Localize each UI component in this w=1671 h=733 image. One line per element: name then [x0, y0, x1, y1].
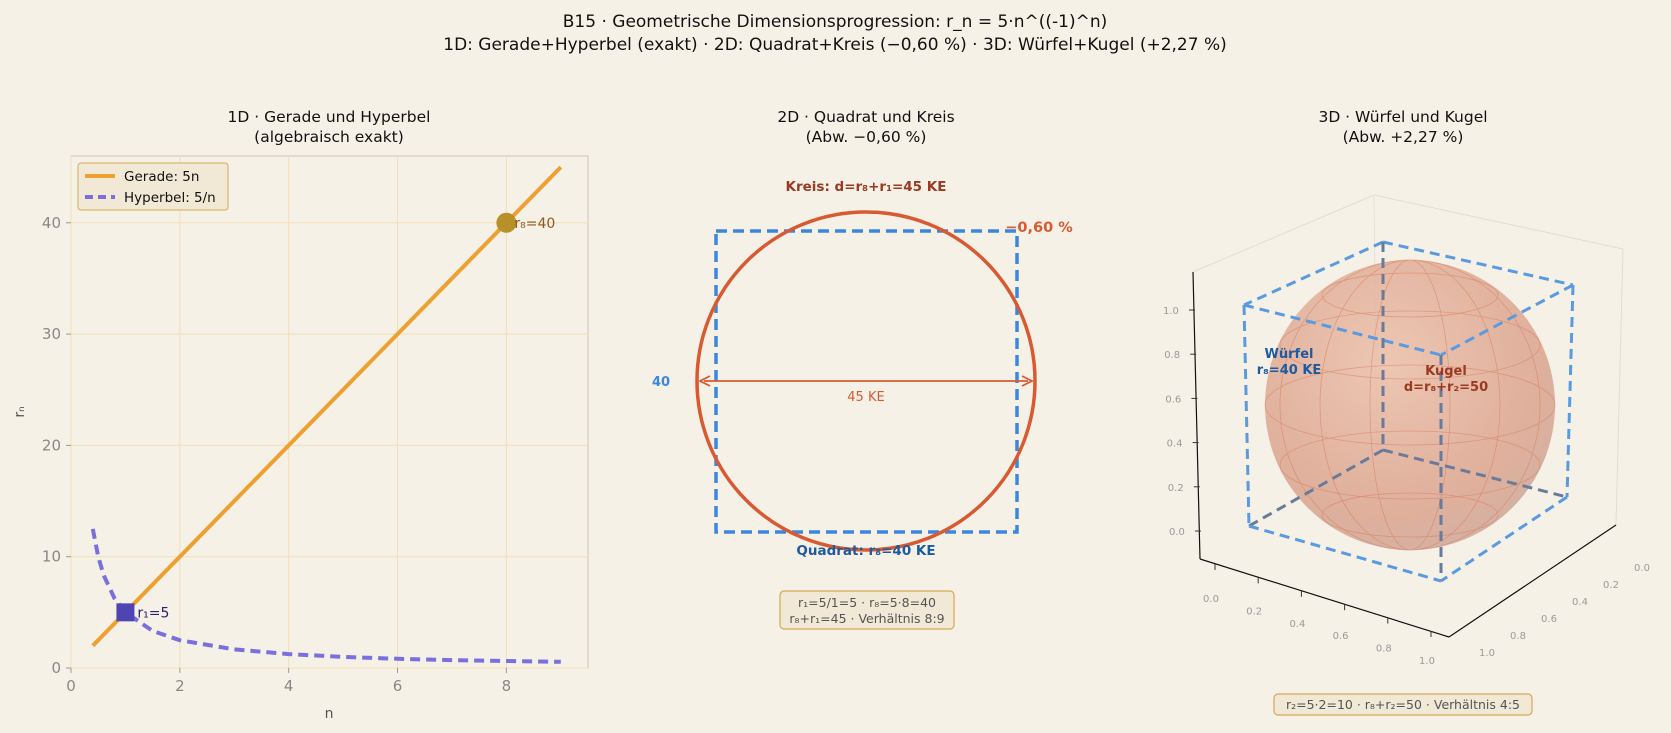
- panel-3d: 3D · Würfel und Kugel (Abw. +2,27 %) 0.0…: [1163, 108, 1650, 716]
- panel2-title-line1: 2D · Quadrat und Kreis: [777, 108, 954, 126]
- panel1-ticks: 0 2 4 6 8 0 10 20 30 40: [42, 214, 511, 695]
- xtick-label-4: 8: [502, 677, 512, 695]
- xtick3d-label-4: 0.8: [1376, 644, 1392, 655]
- suptitle-line1: B15 · Geometrische Dimensionsprogression…: [563, 12, 1107, 32]
- xtick3d-label-0: 0.0: [1203, 594, 1219, 605]
- xtick3d-label-1: 0.2: [1246, 606, 1262, 617]
- point-r1: [116, 603, 135, 622]
- sphere-label-line2: d=r₈+r₂=50: [1404, 380, 1488, 395]
- xtick-label-1: 2: [175, 677, 185, 695]
- ztick-label-5: 1.0: [1163, 306, 1179, 317]
- ytick-label-3: 30: [42, 325, 61, 343]
- panel3-ticks: 0.0 0.2 0.4 0.6 0.8 1.0 0.0 0.2 0.4 0.6 0.8 1.0 0.0 0…: [1163, 306, 1650, 667]
- sphere-body: [1265, 260, 1555, 550]
- point-r1-label: r₁=5: [137, 605, 169, 621]
- panel1-ylabel: rₙ: [12, 406, 28, 417]
- xtick3d-label-2: 0.4: [1289, 619, 1305, 630]
- ytick-label-4: 40: [42, 214, 61, 232]
- panel1-title-line2: (algebraisch exakt): [254, 128, 404, 146]
- panel-2d: 2D · Quadrat und Kreis (Abw. −0,60 %) Kr…: [652, 108, 1073, 630]
- ytick3d-label-2: 0.4: [1572, 597, 1588, 608]
- ytick3d-label-3: 0.6: [1541, 614, 1557, 625]
- panel3-title-line2: (Abw. +2,27 %): [1343, 128, 1464, 146]
- pane-edge-right: [1615, 248, 1624, 526]
- panel2-info-line2: r₈+r₁=45 · Verhältnis 8:9: [789, 611, 944, 626]
- y-axis-line: [1448, 524, 1617, 638]
- series-gerade: [91, 165, 563, 648]
- ztick-label-2: 0.4: [1167, 439, 1183, 450]
- panel3-axes: 0.0 0.2 0.4 0.6 0.8 1.0 0.0 0.2 0.4 0.6 0.8 1.0 0.0 0…: [1163, 194, 1650, 667]
- diameter-label: 45 KE: [847, 390, 884, 405]
- ytick3d-label-0: 0.0: [1634, 563, 1650, 574]
- xtick-label-2: 4: [284, 677, 294, 695]
- ytick3d-label-4: 0.8: [1510, 631, 1526, 642]
- panel1-grid: [70, 156, 588, 669]
- sphere-wireframe: [1264, 259, 1556, 551]
- panel2-info-line1: r₁=5/1=5 · r₈=5·8=40: [798, 595, 936, 610]
- ytick3d-label-5: 1.0: [1479, 648, 1495, 659]
- pane-edge-back-left: [1192, 194, 1375, 273]
- legend-label-hyperbel: Hyperbel: 5/n: [124, 190, 216, 206]
- x-axis-line: [1199, 558, 1450, 638]
- suptitle-line2: 1D: Gerade+Hyperbel (exakt) · 2D: Quadra…: [443, 35, 1227, 55]
- panel1-xlabel: n: [325, 706, 334, 722]
- ytick-label-0: 0: [51, 659, 61, 677]
- ztick-label-4: 0.8: [1164, 350, 1180, 361]
- circle-45: [695, 210, 1037, 552]
- legend-label-gerade: Gerade: 5n: [124, 169, 199, 185]
- z-axis-line: [1192, 271, 1201, 560]
- cube-label-line2: r₈=40 KE: [1257, 363, 1322, 378]
- panel3-title-line1: 3D · Würfel und Kugel: [1318, 108, 1487, 126]
- diameter-arrowhead-left: [697, 375, 711, 387]
- panel1-points: r₈=40 r₁=5: [116, 212, 555, 622]
- panel1-legend: Gerade: 5n Hyperbel: 5/n: [77, 162, 229, 211]
- ytick-label-2: 20: [42, 436, 61, 454]
- ytick3d-label-1: 0.2: [1603, 580, 1619, 591]
- diameter-arrowhead-right: [1021, 375, 1035, 387]
- point-r8: [496, 212, 517, 233]
- panel-1d: 1D · Gerade und Hyperbel (algebraisch ex…: [12, 108, 589, 722]
- xtick3d-label-5: 1.0: [1419, 656, 1435, 667]
- circle-label: Kreis: d=r₈+r₁=45 KE: [786, 179, 947, 195]
- panel3-info: r₂=5·2=10 · r₈+r₂=50 · Verhältnis 4:5: [1286, 697, 1520, 712]
- panel2-title-line2: (Abw. −0,60 %): [806, 128, 927, 146]
- panel3-info-box: [1273, 693, 1533, 716]
- ytick-label-1: 10: [42, 548, 61, 566]
- square-label: Quadrat: r₈=40 KE: [796, 543, 935, 559]
- square-side-label: 40: [652, 375, 670, 390]
- pane-edge-back-right: [1373, 194, 1624, 250]
- series-hyperbel: [90, 528, 561, 664]
- sphere-label-line1: Kugel: [1425, 364, 1467, 379]
- legend-box: [77, 162, 229, 211]
- point-r8-label: r₈=40: [514, 216, 555, 232]
- sphere: [1264, 259, 1556, 551]
- xtick3d-label-3: 0.6: [1333, 631, 1349, 642]
- panel2-info-box: [779, 590, 955, 630]
- cube: [1242, 240, 1575, 583]
- panel1-series: [90, 165, 563, 664]
- panel1-title-line1: 1D · Gerade und Hyperbel: [228, 108, 431, 126]
- ztick-label-3: 0.6: [1165, 394, 1181, 405]
- cube-label-line1: Würfel: [1265, 347, 1314, 362]
- deviation-label: −0,60 %: [1005, 220, 1073, 236]
- xtick-label-0: 0: [66, 677, 76, 695]
- xtick-label-3: 6: [393, 677, 403, 695]
- ztick-label-1: 0.2: [1168, 483, 1184, 494]
- ztick-label-0: 0.0: [1169, 527, 1185, 538]
